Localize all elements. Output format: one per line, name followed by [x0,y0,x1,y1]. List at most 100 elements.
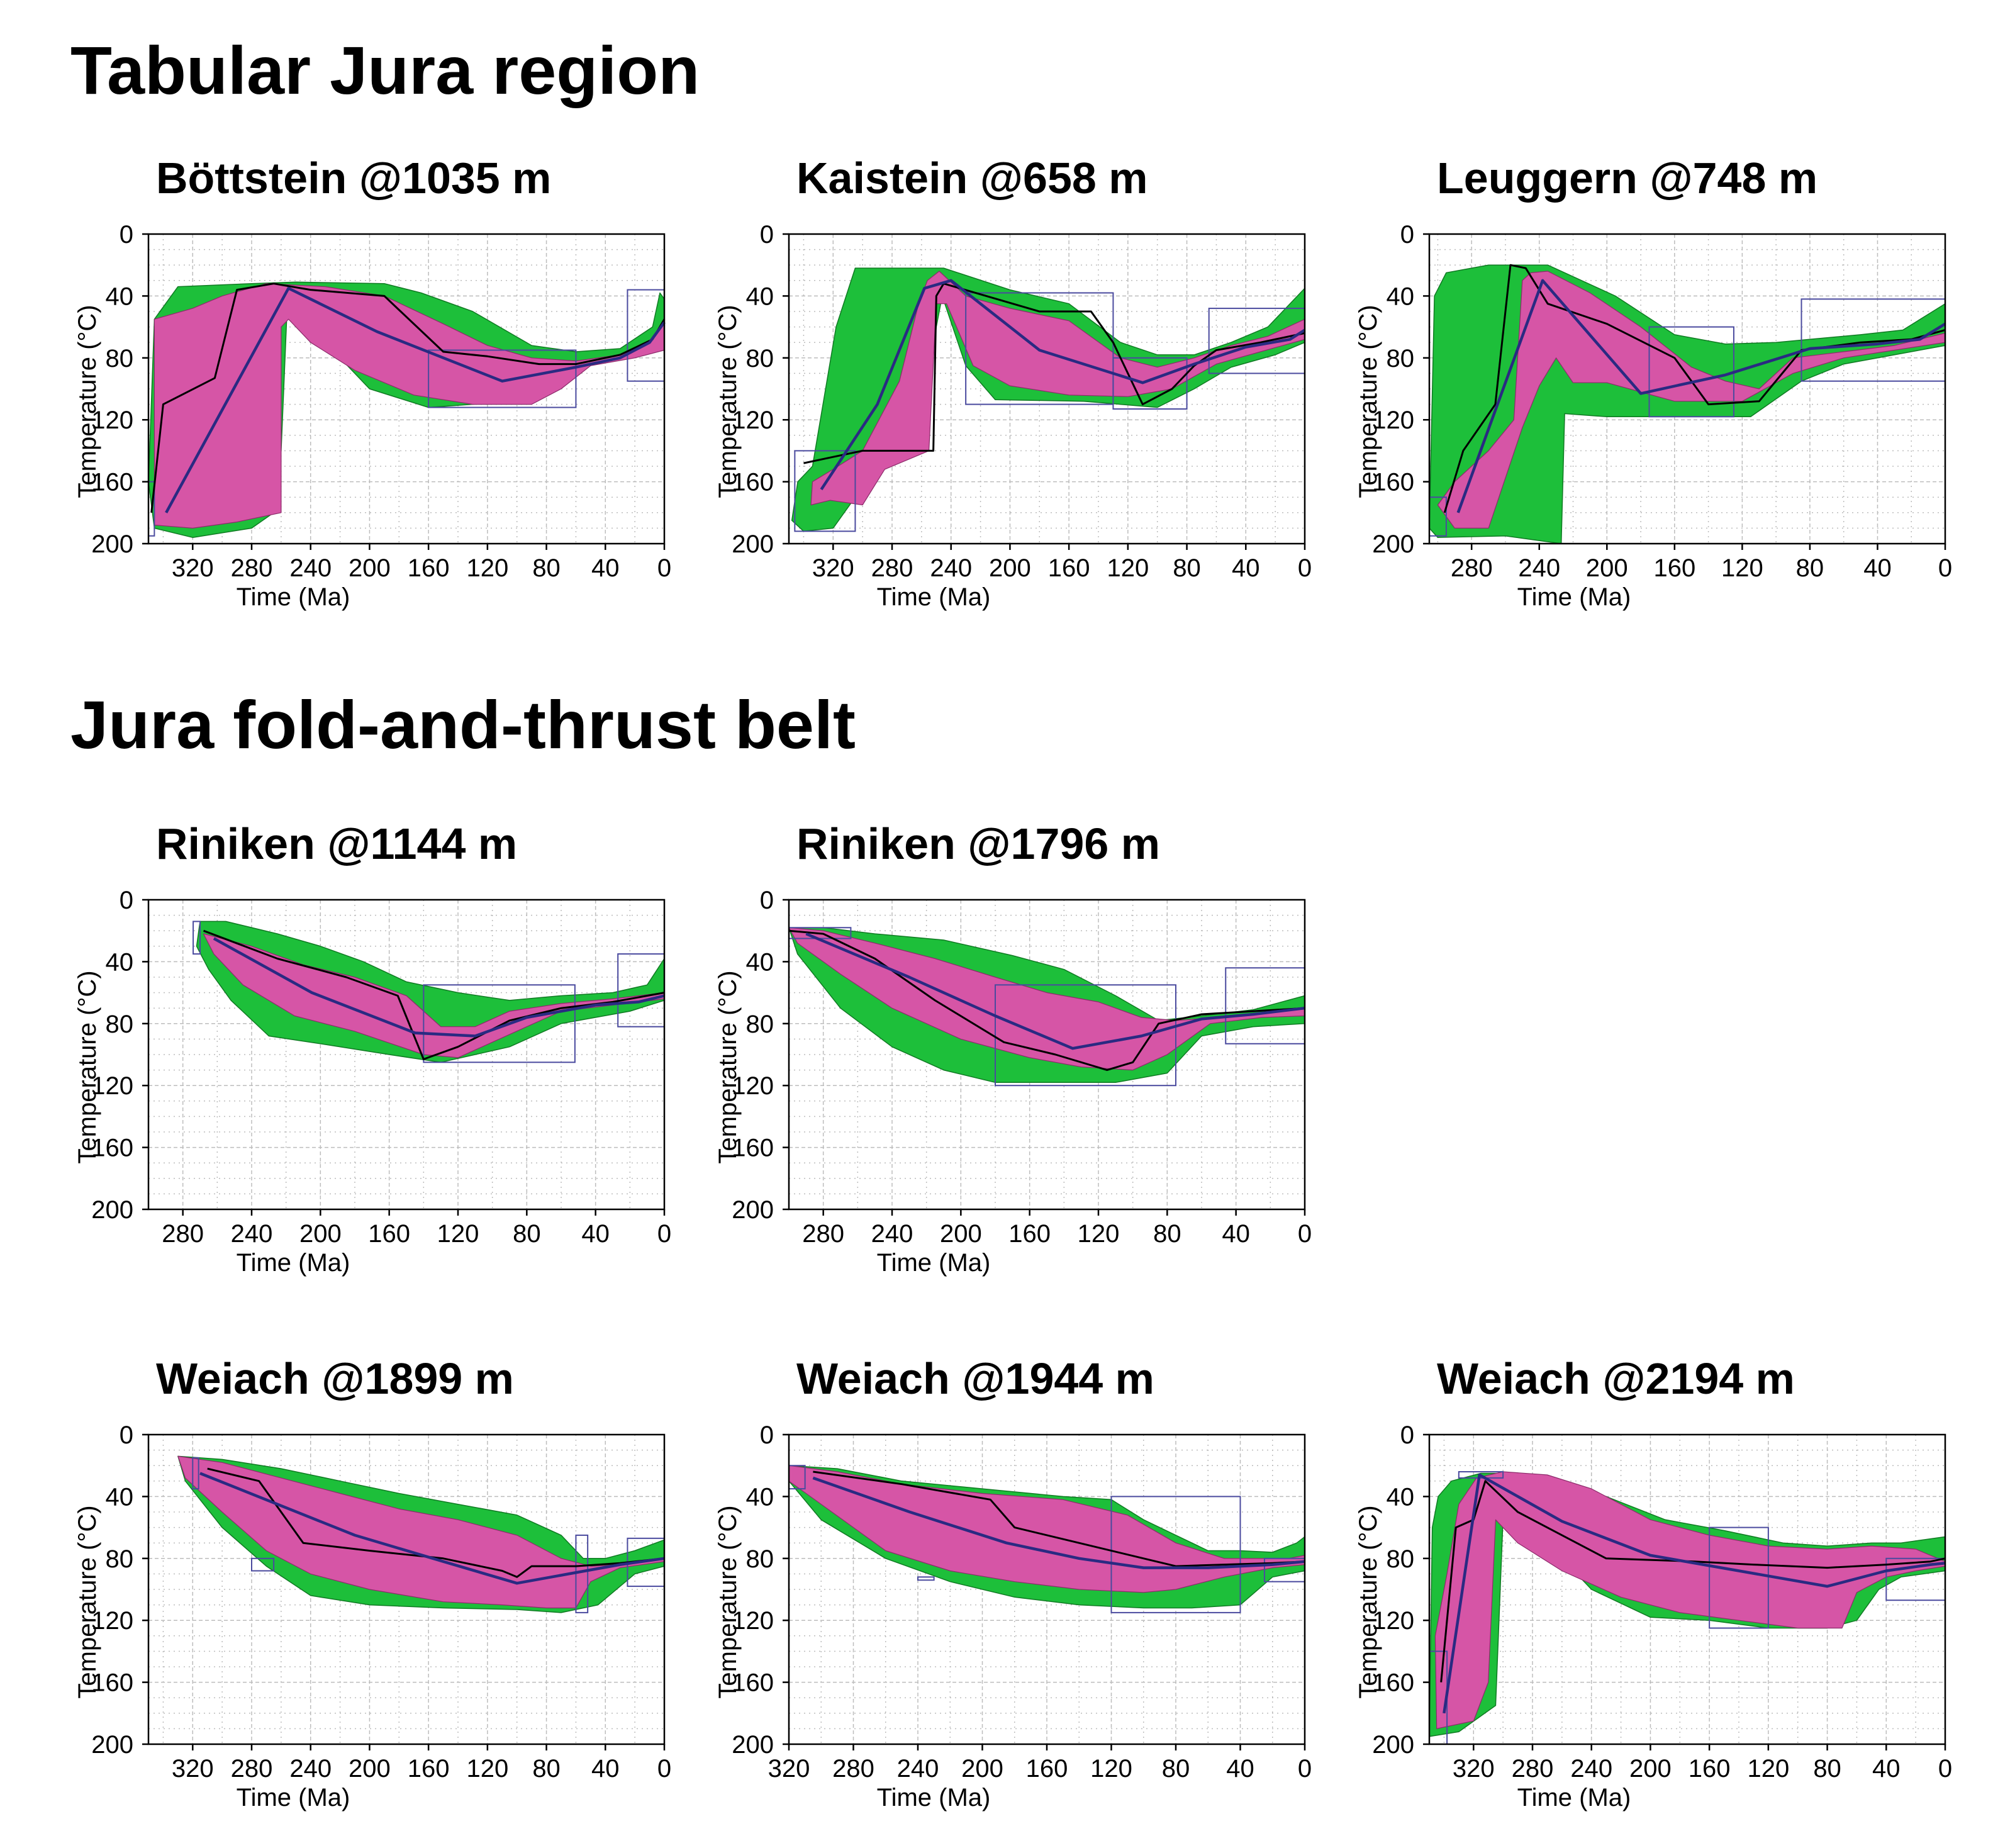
y-tick-label: 0 [760,887,774,914]
chart-title: Weiach @1899 m [156,1354,514,1403]
x-tick-label: 280 [231,554,273,582]
y-tick-label: 160 [91,469,133,496]
x-axis-label: Time (Ma) [1517,583,1631,611]
x-tick-label: 280 [231,1755,273,1783]
y-tick-label: 160 [91,1669,133,1697]
thermal-history-chart: 0 40 80 120 160 200 280 240 200 160 120 80 40 0 Time (… [1354,221,1952,611]
chart-panel-weiach-1944: Weiach @1944 m 0 40 80 120 160 200 320 280 240 20… [711,1357,1346,1812]
plot-frame [147,1433,666,1745]
mean-path [820,279,1306,491]
y-tick-label: 40 [106,948,134,976]
x-tick-label: 0 [1298,1220,1312,1248]
y-tick-label: 120 [1372,406,1414,434]
y-tick-label: 120 [732,1072,774,1100]
constraint-boxes [794,292,1306,532]
x-tick-label: 80 [1796,554,1824,582]
x-tick-label: 80 [532,554,561,582]
y-axis-label: Temperature (°C) [714,305,742,498]
constraint-box [794,450,856,532]
mean-path [805,932,1305,1050]
y-tick-label: 200 [91,1731,133,1759]
chart-panel-weiach-1899: Weiach @1899 m 0 40 80 120 160 200 320 280 240 20… [70,1354,706,1812]
x-tick-label: 160 [1026,1755,1068,1783]
x-tick-label: 320 [172,554,214,582]
y-axis-label: Temperature (°C) [74,1505,101,1698]
x-tick-label: 160 [368,1220,410,1248]
thermal-history-chart: 0 40 80 120 160 200 320 280 240 200 160 120 80 40 0 Tim… [714,221,1312,611]
x-tick-label: 160 [1653,554,1695,582]
x-tick-label: 80 [1153,1220,1181,1248]
chart-title: Leuggern @748 m [1437,154,1818,203]
constraint-box [1112,357,1188,410]
x-tick-label: 240 [1570,1755,1612,1783]
constraint-box [1110,1496,1241,1613]
y-axis-label: Temperature (°C) [714,1505,742,1698]
thermal-history-chart: 0 40 80 120 160 200 320 280 240 200 160 120 80 40 0 Tim… [1354,1421,1952,1812]
x-tick-label: 120 [437,1220,479,1248]
y-tick-label: 160 [732,1669,774,1697]
x-axis-label: Time (Ma) [237,1249,350,1277]
plot-frame [788,233,1306,545]
x-tick-label: 240 [871,1220,913,1248]
x-tick-label: 200 [1629,1755,1672,1783]
constraint-box [428,349,577,408]
y-tick-label: 40 [1387,1483,1415,1511]
x-tick-label: 80 [1173,554,1201,582]
thermal-history-chart: 0 40 80 120 160 200 320 280 240 200 160 120 80 40 0 Tim… [74,1421,671,1812]
y-tick-label: 40 [106,1483,134,1511]
x-tick-label: 120 [1721,554,1763,582]
chart-panel-weiach-2194: Weiach @2194 m 0 40 80 120 160 200 320 280 240 20… [1351,1357,1987,1812]
y-tick-label: 0 [760,221,774,249]
x-tick-label: 80 [1162,1755,1190,1783]
x-tick-label: 240 [1518,554,1560,582]
x-tick-label: 0 [657,554,671,582]
y-tick-label: 40 [106,283,134,310]
constraint-box [192,1457,199,1490]
y-tick-label: 200 [732,1196,774,1224]
y-tick-label: 80 [746,1011,774,1038]
y-axis-label: Temperature (°C) [1354,1505,1382,1698]
x-tick-label: 240 [930,554,972,582]
y-tick-label: 40 [746,1483,774,1511]
constraint-box [917,1576,935,1581]
y-tick-label: 120 [91,1072,133,1100]
plot-frame [1428,233,1946,545]
thermal-history-chart: 0 40 80 120 160 200 320 280 240 200 160 120 80 40 0 Tim… [74,221,671,611]
x-tick-label: 240 [897,1755,939,1783]
x-tick-label: 0 [1938,1755,1952,1783]
constraint-box [1709,1526,1769,1629]
x-tick-label: 0 [657,1755,671,1783]
plot-frame [147,899,666,1211]
y-tick-label: 200 [1372,530,1414,558]
y-tick-label: 80 [106,345,134,372]
x-tick-label: 120 [466,554,508,582]
y-tick-label: 160 [732,1134,774,1162]
y-tick-label: 40 [1387,283,1415,310]
x-tick-label: 200 [349,1755,391,1783]
x-tick-label: 80 [532,1755,561,1783]
x-axis-label: Time (Ma) [877,583,991,611]
x-tick-label: 200 [349,554,391,582]
x-tick-label: 280 [1451,554,1493,582]
x-tick-label: 40 [1232,554,1260,582]
best-fit-path [788,929,1305,1072]
y-tick-label: 0 [120,1421,133,1449]
x-tick-label: 280 [871,554,913,582]
mean-path [812,1476,1305,1569]
y-tick-label: 200 [1372,1731,1414,1759]
chart-panel-riniken-1144: Riniken @1144 m 0 40 80 120 160 200 280 240 200 1… [70,822,706,1277]
x-axis-label: Time (Ma) [1517,1784,1631,1812]
x-tick-label: 40 [591,554,620,582]
x-tick-label: 80 [1813,1755,1841,1783]
x-tick-label: 280 [162,1220,204,1248]
chart-panel-kaistein-658: Kaistein @658 m 0 40 80 120 160 200 320 280 240 2… [711,156,1346,611]
y-axis-label: Temperature (°C) [714,970,742,1163]
y-axis-label: Temperature (°C) [1354,305,1382,498]
plot-frame [147,233,666,545]
y-tick-label: 80 [1387,345,1415,372]
x-tick-label: 160 [1048,554,1090,582]
x-axis-label: Time (Ma) [237,1784,350,1812]
y-tick-label: 160 [91,1134,133,1162]
x-tick-label: 40 [1226,1755,1254,1783]
constraint-box [1458,1471,1504,1479]
